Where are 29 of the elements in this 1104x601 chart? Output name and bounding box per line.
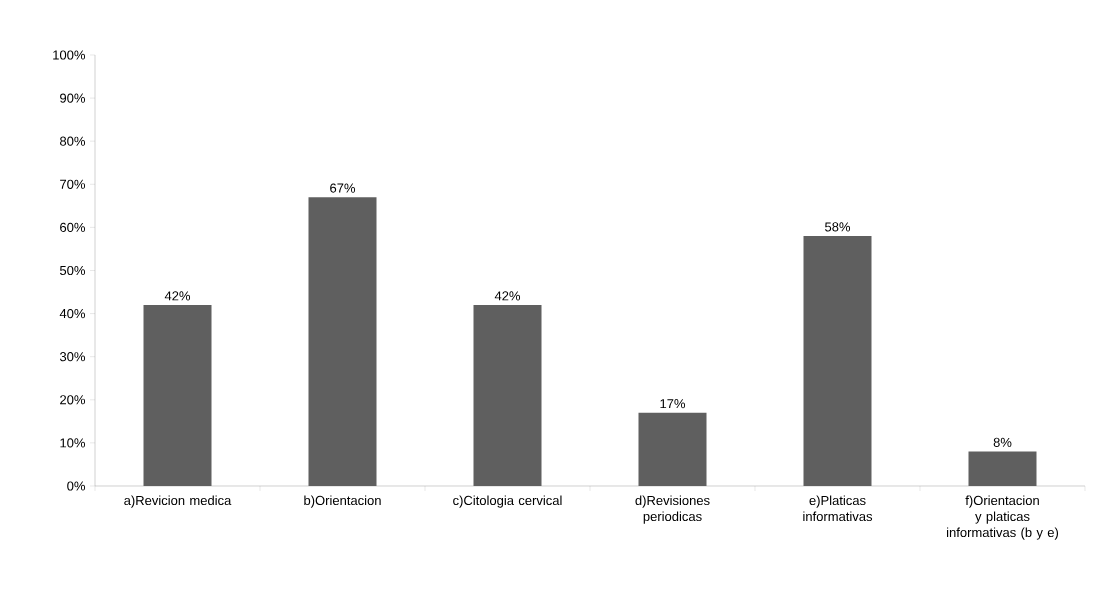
x-tick-label: d)Revisiones periodicas <box>635 495 710 524</box>
y-tick-label: 80% <box>60 136 86 146</box>
bar <box>308 197 377 486</box>
x-tick-label: f)Orientacion y platicas informativas (b y e) <box>947 495 1059 540</box>
y-tick-label: 40% <box>59 308 86 319</box>
bar <box>473 304 542 486</box>
y-tick-label: 60% <box>60 222 86 232</box>
y-tick-label: 30% <box>59 352 86 362</box>
x-tick-label: b)Orientacion <box>304 495 381 508</box>
data-label: 8% <box>993 437 1012 447</box>
data-label: 67% <box>330 183 356 193</box>
x-tick-label: e)Platicas informativas <box>803 495 873 522</box>
data-label: 42% <box>494 291 521 301</box>
y-tick-label: 70% <box>60 179 86 189</box>
bar <box>803 236 872 486</box>
y-tick-label: 100% <box>53 50 86 60</box>
y-tick-label: 50% <box>59 265 86 276</box>
y-tick-label: 20% <box>60 395 86 405</box>
data-label: 58% <box>825 222 851 232</box>
y-tick-label: 10% <box>60 438 86 448</box>
bar <box>968 451 1037 486</box>
bar <box>638 412 707 486</box>
data-label: 17% <box>660 399 686 409</box>
y-tick-label: 90% <box>60 93 86 103</box>
x-tick-label: c)Citologia cervical <box>453 495 562 508</box>
data-label: 42% <box>164 291 191 301</box>
bar <box>143 304 212 486</box>
x-tick-label: a)Revicion medica <box>124 495 232 508</box>
y-tick-label: 0% <box>67 481 86 491</box>
